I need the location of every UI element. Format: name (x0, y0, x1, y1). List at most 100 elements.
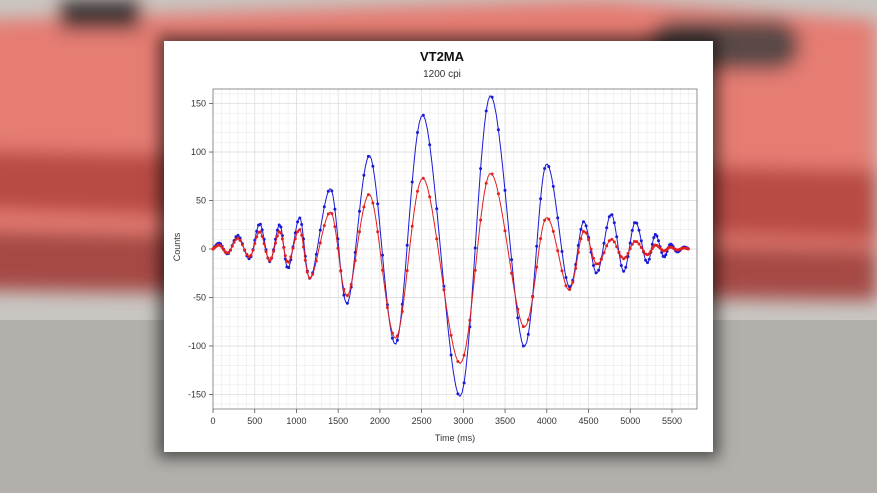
x-tick-label: 5000 (620, 416, 640, 426)
data-point (260, 234, 264, 238)
data-point (287, 266, 291, 270)
data-point (296, 220, 300, 224)
data-point (228, 248, 232, 252)
data-point (362, 173, 366, 177)
data-point (547, 165, 551, 169)
data-point (615, 235, 619, 239)
data-point (333, 225, 337, 229)
data-point (539, 197, 543, 201)
data-point (366, 193, 370, 197)
axis-ticks: 0 500 1000 1500 2000 2500 3000 3500 4000 4500 5000… (188, 99, 682, 426)
data-point (647, 257, 651, 261)
data-point (484, 181, 488, 185)
data-point (521, 344, 525, 348)
x-tick-label: 4000 (537, 416, 557, 426)
data-point (416, 131, 419, 134)
data-point (416, 189, 419, 193)
data-point (300, 233, 304, 237)
data-point (308, 276, 312, 280)
data-point (289, 255, 293, 259)
data-point (622, 269, 626, 273)
data-point (584, 231, 588, 235)
y-tick-label: -100 (188, 341, 206, 351)
data-point (358, 230, 361, 234)
data-point (243, 248, 247, 252)
data-point (657, 239, 660, 243)
data-point (390, 336, 394, 340)
chart: VT2MA 1200 cpi 0 500 1000 1500 2000 2500 3000 3… (172, 49, 698, 443)
data-point (298, 228, 302, 232)
data-point (521, 325, 525, 329)
data-point (362, 205, 366, 209)
data-point (381, 253, 384, 257)
data-point (589, 247, 593, 251)
data-point (568, 285, 572, 289)
data-point (311, 272, 315, 276)
data-point (535, 265, 539, 269)
data-point (279, 231, 283, 235)
data-point (664, 253, 668, 257)
data-point (564, 276, 568, 279)
data-point (462, 353, 466, 357)
data-point (220, 245, 224, 249)
y-tick-label: -50 (193, 292, 206, 302)
data-point (637, 242, 641, 246)
data-point (342, 287, 346, 291)
chart-subtitle: 1200 cpi (423, 69, 461, 80)
data-point (650, 247, 654, 251)
data-point (410, 180, 414, 184)
y-tick-label: -150 (188, 389, 206, 399)
y-tick-label: 100 (191, 147, 206, 157)
data-point (516, 316, 520, 320)
data-point (302, 245, 305, 249)
series-layer (211, 95, 690, 398)
data-point (490, 95, 494, 99)
data-point (468, 318, 472, 322)
data-point (264, 250, 268, 254)
data-point (599, 257, 603, 261)
data-point (564, 284, 568, 288)
data-point (652, 236, 656, 240)
data-point (543, 218, 547, 222)
data-point (249, 253, 253, 257)
data-point (314, 252, 318, 256)
data-point (646, 261, 649, 265)
data-point (342, 293, 346, 297)
data-point (405, 243, 409, 247)
data-point (305, 270, 309, 274)
data-point (594, 271, 598, 275)
data-point (579, 227, 583, 231)
data-point (490, 172, 494, 176)
series-line (212, 95, 689, 398)
data-point (371, 201, 375, 205)
data-point (496, 192, 500, 196)
data-point (322, 205, 326, 209)
y-tick-label: 0 (201, 244, 206, 254)
data-point (428, 195, 432, 199)
data-point (395, 338, 399, 342)
data-point (428, 143, 432, 147)
data-point (279, 225, 283, 229)
data-point (296, 230, 300, 234)
data-point (240, 243, 244, 247)
data-point (462, 381, 466, 385)
data-point (635, 221, 639, 225)
data-point (245, 252, 249, 256)
data-point (253, 242, 257, 245)
y-tick-label: 50 (196, 196, 206, 206)
data-point (473, 268, 477, 272)
data-point (516, 307, 520, 311)
data-point (236, 233, 240, 237)
data-point (260, 228, 264, 232)
data-point (635, 240, 639, 244)
data-point (287, 260, 291, 264)
data-point (449, 333, 453, 337)
data-point (607, 215, 611, 219)
data-point (333, 207, 337, 211)
data-point (421, 176, 425, 180)
data-point (597, 262, 601, 266)
data-point (619, 264, 623, 267)
data-point (655, 234, 659, 238)
data-point (339, 269, 343, 273)
data-point (610, 213, 614, 217)
